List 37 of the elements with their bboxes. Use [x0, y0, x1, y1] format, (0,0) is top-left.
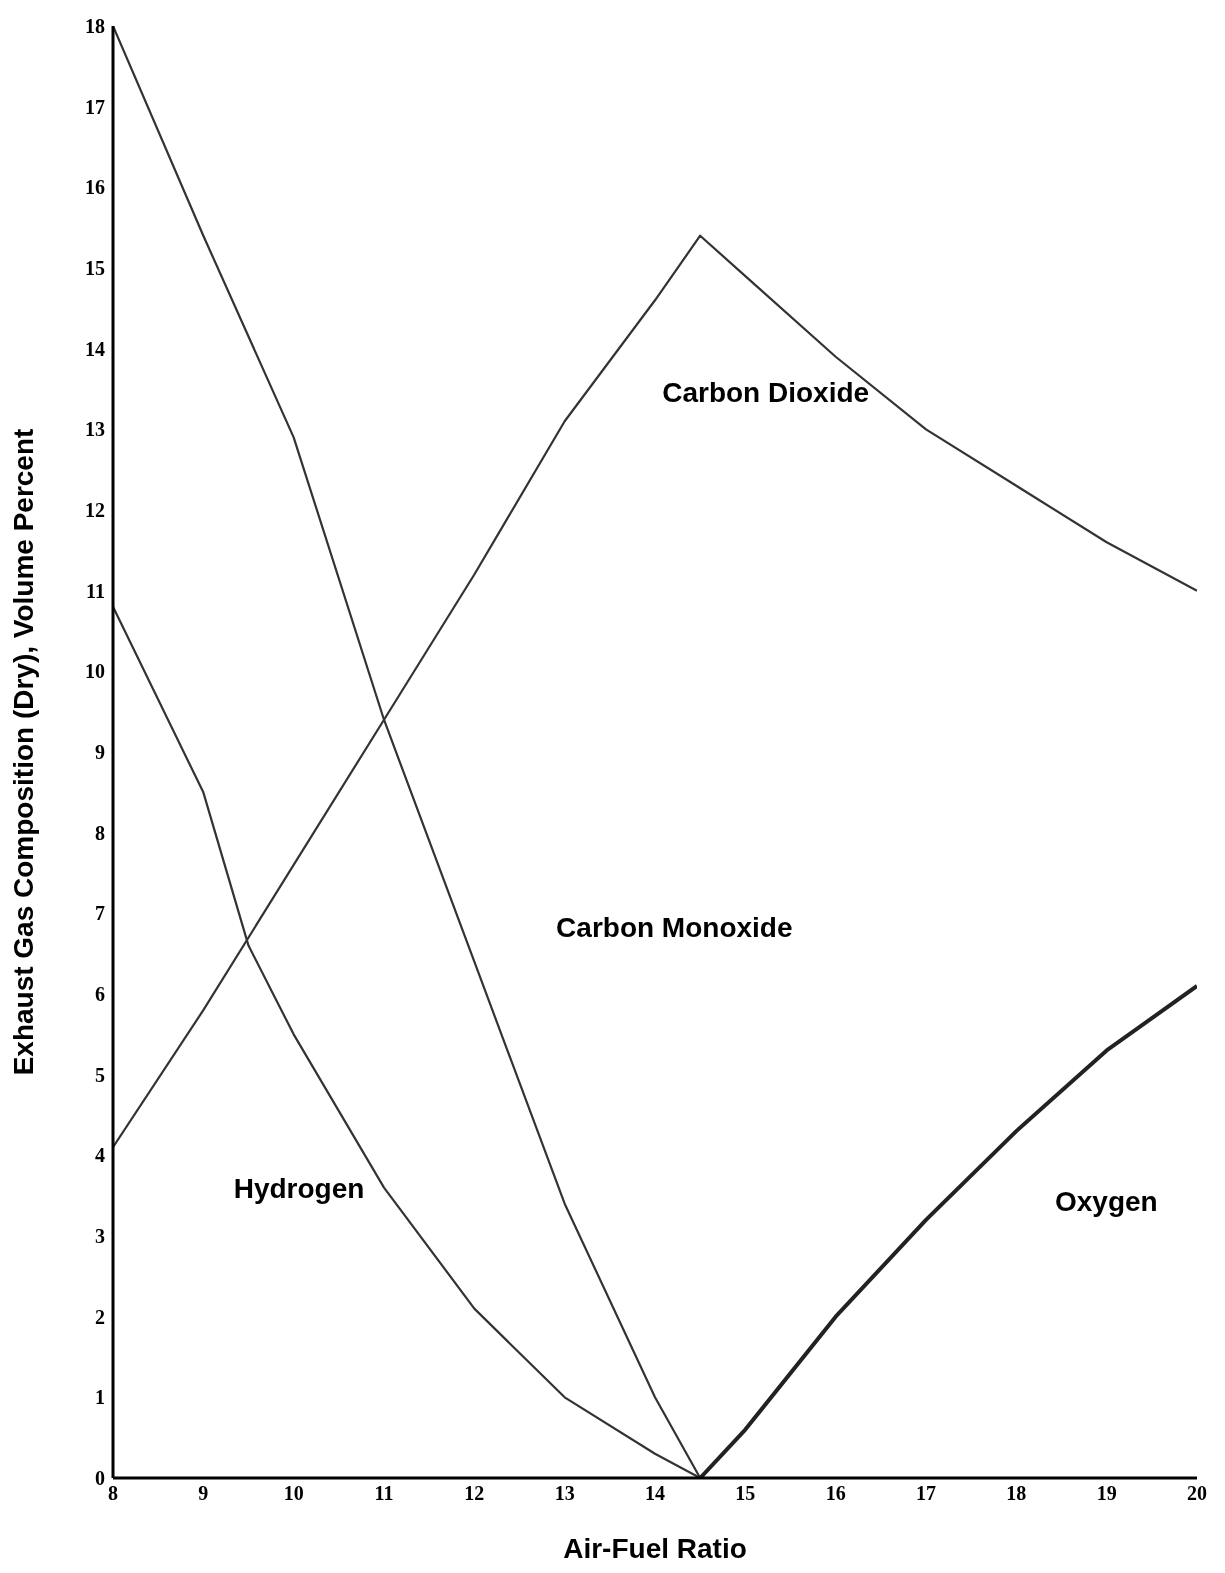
y-tick-label: 3: [95, 1225, 105, 1248]
x-tick-label: 13: [554, 1482, 575, 1505]
y-tick-label: 12: [85, 499, 105, 522]
x-tick-label: 14: [645, 1482, 665, 1505]
y-tick-label: 8: [95, 821, 105, 844]
x-axis-title: Air-Fuel Ratio: [563, 1533, 747, 1564]
y-tick-label: 5: [95, 1063, 105, 1086]
y-tick-label: 2: [95, 1305, 105, 1328]
x-tick-label: 9: [198, 1482, 209, 1505]
y-tick-label: 13: [85, 418, 105, 441]
y-axis-title: Exhaust Gas Composition (Dry), Volume Percent: [7, 428, 39, 1076]
y-tick-label: 6: [95, 983, 105, 1006]
y-tick-label: 7: [95, 902, 105, 925]
text: Oxygen: [1054, 1186, 1158, 1218]
y-tick-label: 0: [95, 1467, 105, 1490]
series-label: Carbon Dioxide: [662, 376, 870, 408]
x-tick-label: 10: [283, 1482, 304, 1505]
x-tick-label: 11: [374, 1482, 394, 1505]
y-tick-label: 4: [95, 1144, 105, 1167]
y-tick-label: 10: [85, 660, 105, 683]
y-tick-label: 11: [86, 579, 105, 602]
x-tick-label: 17: [916, 1482, 936, 1505]
x-tick-label: 12: [464, 1482, 485, 1505]
x-tick-label: 20: [1187, 1482, 1207, 1505]
x-tick-label: 16: [825, 1482, 846, 1505]
x-tick-label: 18: [1006, 1482, 1027, 1505]
y-tick-label: 18: [85, 15, 105, 38]
y-tick-label: 1: [95, 1386, 105, 1409]
y-tick-label: 15: [85, 257, 105, 280]
y-tick-label: 16: [85, 176, 105, 199]
text: Carbon Monoxide: [556, 911, 793, 943]
y-tick-label: 14: [85, 337, 105, 360]
x-tick-label: 19: [1096, 1482, 1117, 1505]
x-tick-label: 15: [735, 1482, 756, 1505]
y-tick-label: 9: [95, 741, 105, 764]
series-label: Hydrogen: [233, 1172, 365, 1204]
y-tick-label: 17: [85, 95, 105, 118]
